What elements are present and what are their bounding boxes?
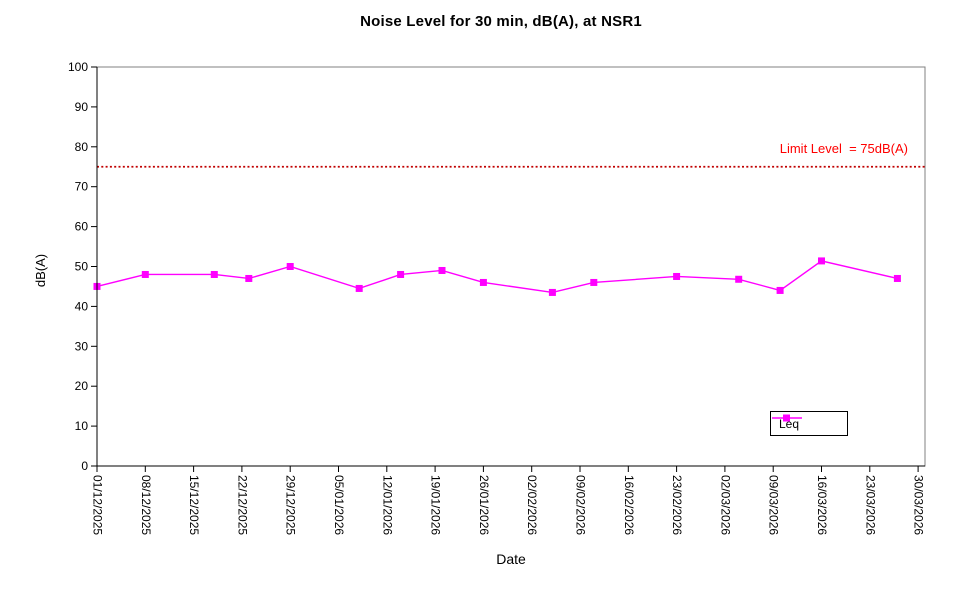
y-tick-label: 20: [75, 379, 89, 393]
data-point-marker: [590, 278, 598, 286]
data-point-marker: [286, 263, 294, 270]
legend-line-marker-icon: [772, 414, 802, 422]
y-tick-label: 70: [75, 180, 89, 194]
x-tick-label: 29/12/2025: [284, 475, 298, 535]
data-point-marker: [735, 275, 743, 283]
data-point-marker: [673, 272, 681, 280]
y-tick-label: 0: [81, 459, 88, 473]
x-tick-label: 22/12/2025: [235, 475, 249, 535]
y-tick-label: 90: [75, 100, 89, 114]
x-tick-label: 23/03/2026: [863, 475, 877, 535]
data-point-marker: [245, 274, 253, 282]
x-tick-label: 08/12/2025: [139, 475, 153, 535]
x-tick-label: 19/01/2026: [429, 475, 443, 535]
x-axis-title: Date: [496, 551, 526, 567]
x-tick-label: 09/03/2026: [767, 475, 781, 535]
data-point-marker: [893, 274, 901, 282]
axes: [96, 67, 925, 467]
x-tick-label: 09/02/2026: [574, 475, 588, 535]
x-tick-label: 02/02/2026: [525, 475, 539, 535]
chart-title: Noise Level for 30 min, dB(A), at NSR1: [360, 13, 642, 30]
data-point-marker: [548, 288, 556, 296]
y-tick-label: 80: [75, 140, 89, 154]
y-axis-ticks: 0 10 20 30 40 50 60 70 80 90 100: [68, 60, 97, 473]
x-tick-label: 30/03/2026: [912, 475, 926, 535]
series-line: [96, 260, 898, 294]
series-leq: [93, 257, 901, 296]
x-tick-label: 02/03/2026: [718, 475, 732, 535]
plot-border: [96, 66, 926, 467]
data-point-marker: [210, 270, 218, 278]
x-tick-label: 16/02/2026: [622, 475, 636, 535]
y-tick-label: 30: [75, 339, 89, 353]
y-tick-label: 40: [75, 299, 89, 313]
legend: Leq: [770, 411, 848, 436]
y-tick-label: 100: [68, 60, 88, 74]
x-tick-label: 05/01/2026: [332, 475, 346, 535]
x-tick-label: 12/01/2026: [380, 475, 394, 535]
plot-border-rect: [96, 66, 926, 467]
y-axis-title: dB(A): [33, 253, 49, 288]
y-tick-label: 50: [75, 260, 89, 274]
data-point-marker: [776, 286, 784, 294]
data-point-marker: [141, 270, 149, 278]
limit-level-label: Limit Level = 75dB(A): [779, 141, 908, 156]
x-tick-label: 16/03/2026: [815, 475, 829, 535]
data-point-marker: [397, 270, 405, 278]
x-tick-label: 15/12/2025: [187, 475, 201, 535]
x-tick-label: 26/01/2026: [477, 475, 491, 535]
y-tick-label: 10: [75, 419, 89, 433]
data-point-marker: [479, 278, 487, 286]
x-tick-label: 23/02/2026: [670, 475, 684, 535]
x-tick-label: 01/12/2025: [91, 475, 105, 535]
x-axis-ticks: 01/12/2025 08/12/2025 15/12/2025 22/12/2025…: [91, 466, 926, 535]
data-point-marker: [355, 284, 363, 292]
data-point-marker: [818, 257, 825, 265]
data-point-marker: [438, 266, 446, 274]
y-tick-label: 60: [75, 220, 89, 234]
